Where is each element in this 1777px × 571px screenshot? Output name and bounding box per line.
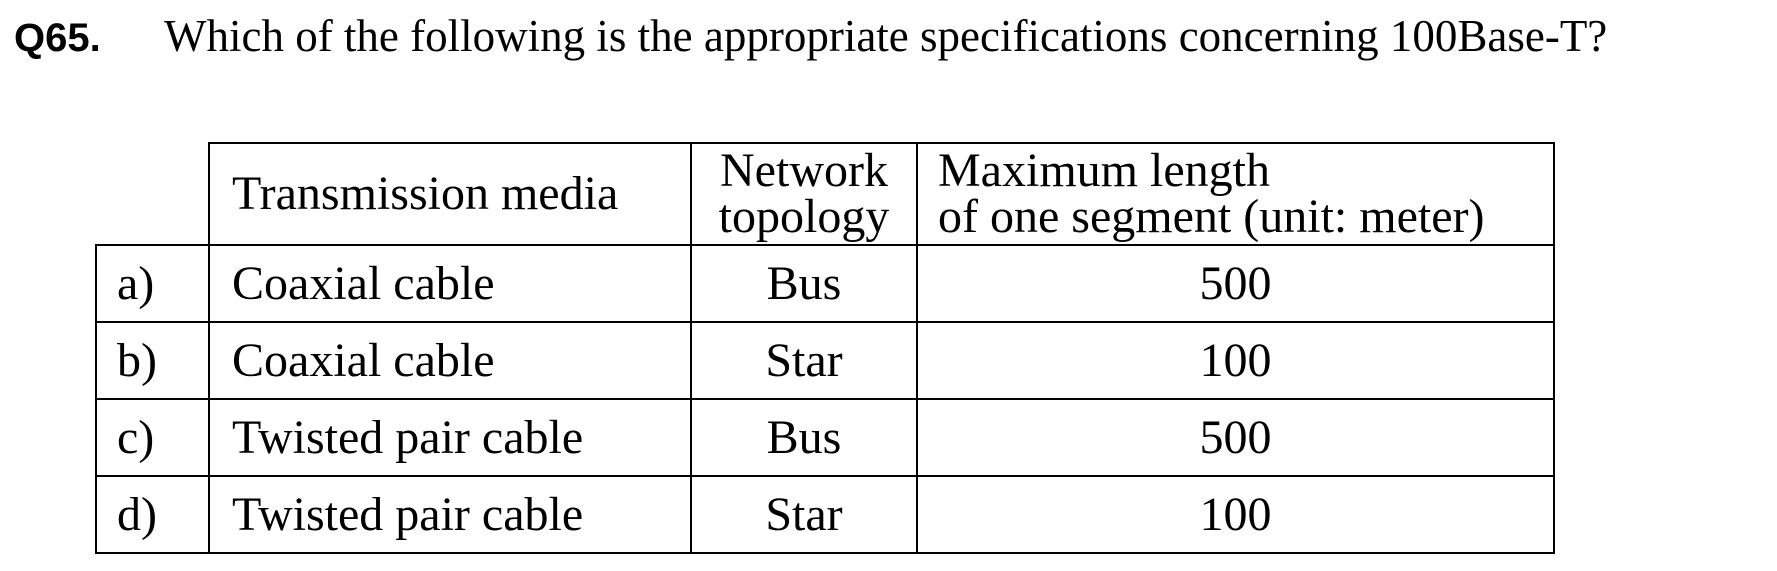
choice-topology: Bus — [690, 244, 918, 323]
header-corner-cell — [96, 143, 210, 246]
table-row: a) Coaxial cable Bus 500 — [95, 244, 1555, 323]
choice-topology: Bus — [690, 398, 918, 477]
question-text: Which of the following is the appropriat… — [164, 11, 1608, 61]
choice-label: b) — [95, 321, 210, 400]
header-length-line1: Maximum length — [938, 144, 1270, 197]
choice-topology: Star — [690, 321, 918, 400]
header-transmission-media: Transmission media — [208, 142, 692, 246]
question: Q65. Which of the following is the approp… — [14, 10, 1607, 73]
choice-length: 500 — [916, 244, 1555, 323]
header-topology-line1: Network — [720, 144, 888, 197]
choice-length: 500 — [916, 398, 1555, 477]
choice-label: c) — [95, 398, 210, 477]
choice-media: Twisted pair cable — [208, 475, 692, 554]
choice-media: Coaxial cable — [208, 244, 692, 323]
header-length-line2: of one segment (unit: meter) — [938, 190, 1485, 243]
header-maximum-length: Maximum length of one segment (unit: met… — [916, 142, 1555, 246]
header-network-topology: Network topology — [690, 142, 918, 246]
table-row: d) Twisted pair cable Star 100 — [95, 475, 1555, 554]
choice-length: 100 — [916, 475, 1555, 554]
table-row: c) Twisted pair cable Bus 500 — [95, 398, 1555, 477]
choice-media: Twisted pair cable — [208, 398, 692, 477]
question-number: Q65. — [14, 16, 101, 60]
answer-choices-table: Transmission media Network topology Maxi… — [95, 142, 1555, 554]
table-header-row: Transmission media Network topology Maxi… — [96, 142, 1555, 246]
choice-label: d) — [95, 475, 210, 554]
choice-label: a) — [95, 244, 210, 323]
choice-media: Coaxial cable — [208, 321, 692, 400]
header-topology-line2: topology — [718, 190, 890, 243]
table-row: b) Coaxial cable Star 100 — [95, 321, 1555, 400]
choice-length: 100 — [916, 321, 1555, 400]
choice-topology: Star — [690, 475, 918, 554]
